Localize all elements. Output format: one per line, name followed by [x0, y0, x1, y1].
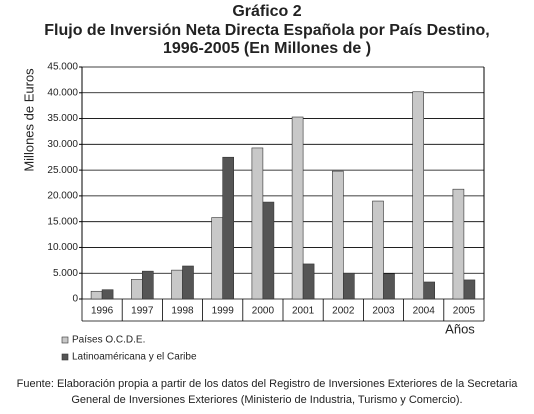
x-tick-label: 2000	[252, 306, 275, 317]
bar	[90, 290, 103, 300]
bar	[423, 281, 436, 300]
bar	[142, 270, 154, 300]
bar	[182, 265, 194, 300]
x-tick-label: 2005	[453, 306, 476, 317]
y-tick-label: 35.000	[47, 113, 78, 124]
legend-label: Países O.C.D.E.	[72, 335, 145, 346]
bar	[452, 188, 465, 300]
bar	[372, 200, 384, 300]
legend-swatch	[61, 336, 69, 344]
x-tick-label: 1997	[131, 306, 154, 317]
y-tick-label: 30.000	[47, 139, 78, 150]
bar	[101, 289, 114, 300]
bar	[222, 156, 234, 300]
y-tick-label: 45.000	[47, 62, 78, 73]
y-tick-label: 20.000	[47, 191, 78, 202]
chart-title: Gráfico 2	[232, 3, 301, 20]
legend-label: Latinoaméricana y el Caribe	[72, 352, 197, 363]
bar	[412, 91, 425, 300]
bar	[331, 170, 344, 300]
x-tick-label: 2002	[332, 306, 355, 317]
bar	[131, 279, 143, 300]
chart-title: 1996-2005 (En Millones de )	[163, 40, 371, 57]
y-tick-label: 15.000	[47, 216, 78, 227]
x-axis-label: Años	[445, 321, 475, 336]
x-tick-label: 2001	[292, 306, 315, 317]
x-tick-label: 2003	[372, 306, 395, 317]
chart-title: Flujo de Inversión Neta Directa Española…	[44, 22, 489, 39]
y-tick-label: 0	[72, 294, 78, 305]
bar	[302, 263, 315, 300]
x-tick-label: 1998	[171, 306, 194, 317]
bar	[251, 147, 264, 300]
bar	[342, 272, 355, 300]
bar	[171, 269, 183, 300]
y-tick-label: 40.000	[47, 87, 78, 98]
bar	[463, 279, 476, 300]
bar	[262, 201, 275, 300]
source-note: Fuente: Elaboración propia a partir de l…	[17, 378, 519, 390]
bar	[291, 116, 304, 300]
y-tick-label: 25.000	[47, 165, 78, 176]
y-tick-label: 10.000	[47, 242, 78, 253]
x-tick-label: 2004	[413, 306, 436, 317]
x-tick-label: 1996	[91, 306, 114, 317]
y-axis-label: Millones de Euros	[21, 68, 36, 172]
y-tick-label: 5.000	[53, 268, 78, 279]
legend-swatch	[61, 353, 69, 361]
bar	[383, 273, 395, 300]
bar	[211, 217, 223, 300]
source-note: General de Inversiones Exteriores (Minis…	[71, 394, 462, 406]
x-tick-label: 1999	[212, 306, 235, 317]
